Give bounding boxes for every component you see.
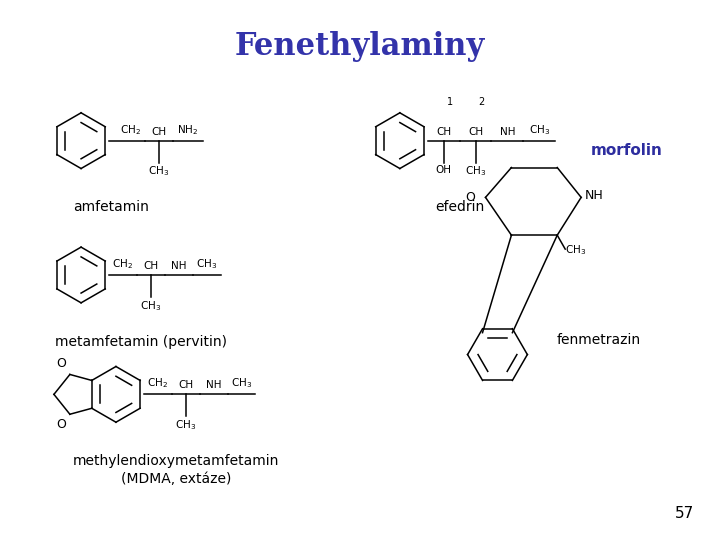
Text: amfetamin: amfetamin <box>73 200 149 214</box>
Text: CH: CH <box>178 380 193 390</box>
Text: O: O <box>466 191 475 204</box>
Text: 2: 2 <box>478 97 485 107</box>
Text: morfolin: morfolin <box>591 143 663 158</box>
Text: CH$_3$: CH$_3$ <box>231 376 252 390</box>
Text: NH: NH <box>500 127 516 137</box>
Text: 1: 1 <box>446 97 453 107</box>
Text: OH: OH <box>436 165 451 174</box>
Text: (MDMA, extáze): (MDMA, extáze) <box>120 472 231 486</box>
Text: CH: CH <box>436 127 451 137</box>
Text: CH$_3$: CH$_3$ <box>565 243 586 257</box>
Text: NH: NH <box>171 261 186 271</box>
Text: CH$_3$: CH$_3$ <box>528 123 550 137</box>
Text: CH$_2$: CH$_2$ <box>120 123 141 137</box>
Text: efedrin: efedrin <box>435 200 485 214</box>
Text: CH$_2$: CH$_2$ <box>148 376 168 390</box>
Text: O: O <box>56 357 66 370</box>
Text: 57: 57 <box>675 505 693 521</box>
Text: CH: CH <box>143 261 158 271</box>
Text: CH$_3$: CH$_3$ <box>175 418 197 432</box>
Text: CH: CH <box>468 127 483 137</box>
Text: metamfetamin (pervitin): metamfetamin (pervitin) <box>55 335 227 349</box>
Text: NH$_2$: NH$_2$ <box>177 123 198 137</box>
Text: Fenethylaminy: Fenethylaminy <box>235 31 485 62</box>
Text: CH: CH <box>151 127 166 137</box>
Text: CH$_2$: CH$_2$ <box>112 257 133 271</box>
Text: CH$_3$: CH$_3$ <box>148 165 169 178</box>
Text: CH$_3$: CH$_3$ <box>465 165 486 178</box>
Text: fenmetrazin: fenmetrazin <box>557 333 641 347</box>
Text: NH: NH <box>585 189 604 202</box>
Text: CH$_3$: CH$_3$ <box>140 299 161 313</box>
Text: methylendioxymetamfetamin: methylendioxymetamfetamin <box>73 454 279 468</box>
Text: NH: NH <box>206 380 221 390</box>
Text: CH$_3$: CH$_3$ <box>196 257 217 271</box>
Text: O: O <box>56 418 66 431</box>
